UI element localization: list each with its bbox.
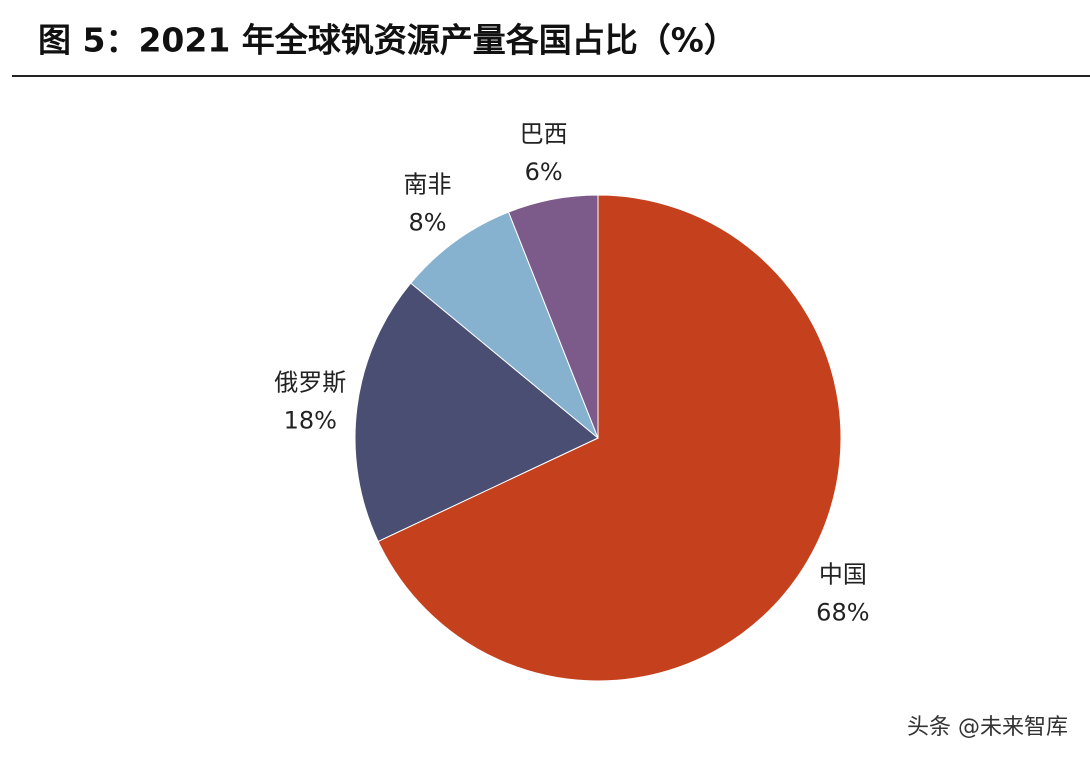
value-label: 8% — [409, 208, 447, 236]
value-label: 68% — [816, 598, 869, 626]
slice-label: 中国 — [819, 560, 867, 588]
slice-label: 南非 — [404, 170, 452, 198]
chart-title: 图 5：2021 年全球钒资源产量各国占比（%） — [38, 21, 737, 60]
pie-slice — [354, 282, 599, 543]
value-label: 6% — [525, 158, 563, 186]
slice-label: 俄罗斯 — [274, 369, 346, 397]
watermark: 头条 @未来智库 — [907, 715, 1068, 740]
pie-slice — [377, 194, 842, 682]
pie-slice — [507, 194, 599, 439]
value-label: 18% — [284, 407, 337, 435]
pie-slice — [410, 211, 599, 439]
slice-label: 巴西 — [520, 120, 568, 148]
